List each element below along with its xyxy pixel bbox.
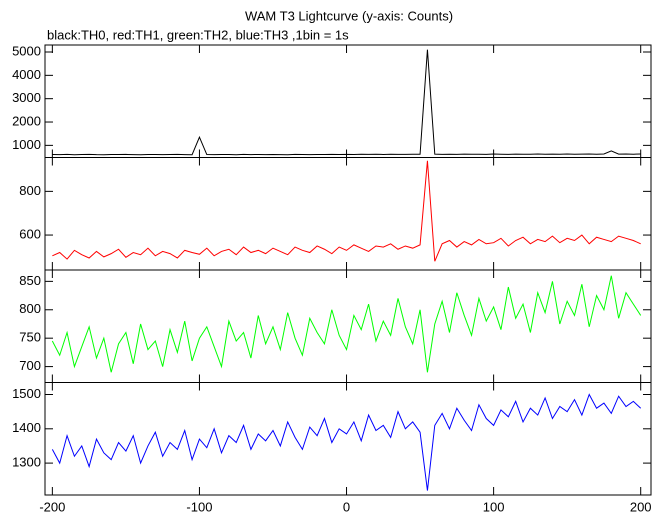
y-tick-label: 700 (19, 358, 41, 373)
y-tick-label: 1000 (12, 137, 41, 152)
y-tick-label: 750 (19, 330, 41, 345)
y-tick-label: 1500 (12, 386, 41, 401)
panel-frame (44, 269, 652, 383)
y-tick-label: 1400 (12, 420, 41, 435)
y-tick-label: 2000 (12, 113, 41, 128)
y-tick-label: 1300 (12, 455, 41, 470)
data-line (52, 160, 641, 262)
data-line (52, 49, 641, 156)
y-tick-label: 800 (19, 183, 41, 198)
y-tick-label: 5000 (12, 43, 41, 58)
x-tick-label: -100 (186, 499, 212, 514)
data-line (51, 275, 642, 373)
y-tick-label: 800 (19, 301, 41, 316)
x-tick-label: 0 (343, 499, 350, 514)
data-line (51, 393, 642, 491)
y-tick-label: 3000 (12, 90, 41, 105)
x-tick-label: 100 (483, 499, 505, 514)
chart-subtitle: black:TH0, red:TH1, green:TH2, blue:TH3 … (47, 27, 349, 42)
x-tick-label: -200 (39, 499, 65, 514)
chart-title: WAM T3 Lightcurve (y-axis: Counts) (245, 8, 453, 23)
x-tick-label: 200 (630, 499, 652, 514)
panel-frame (44, 44, 652, 158)
y-tick-label: 600 (19, 226, 41, 241)
panel-frame (44, 382, 652, 496)
y-tick-label: 850 (19, 273, 41, 288)
y-tick-label: 4000 (12, 67, 41, 82)
